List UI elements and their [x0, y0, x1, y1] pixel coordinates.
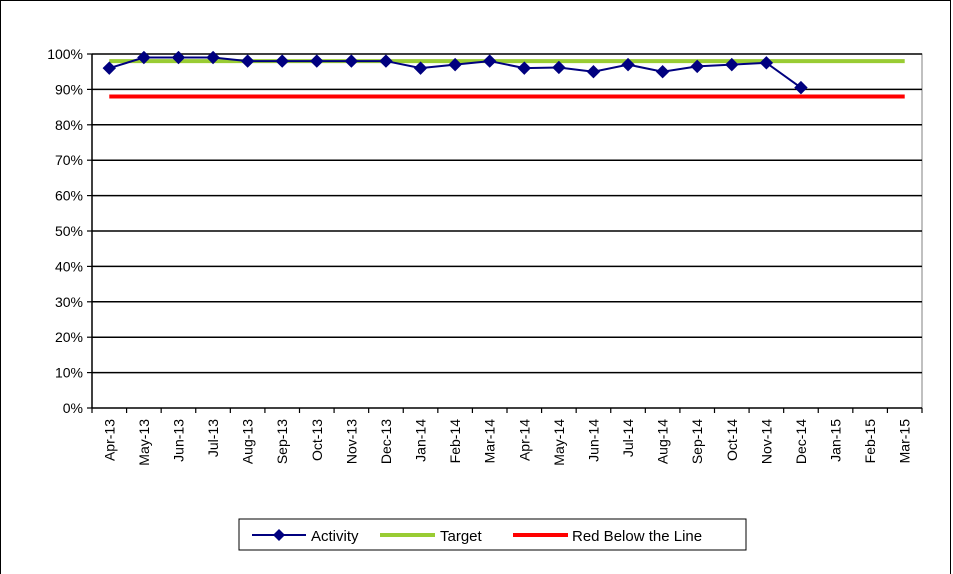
y-tick-label: 20% — [55, 329, 83, 345]
legend-item-activity: Activity — [252, 528, 359, 545]
data-point — [171, 50, 186, 65]
legend-marker — [273, 529, 285, 541]
x-tick-label: Nov-14 — [758, 419, 774, 464]
legend-label: Target — [440, 528, 483, 545]
x-tick-label: Aug-14 — [655, 419, 671, 464]
x-tick-label: Dec-14 — [793, 419, 809, 464]
legend: Activity Target Red Below the Line — [238, 518, 747, 551]
x-tick-label: May-14 — [551, 419, 567, 466]
y-tick-label: 90% — [55, 81, 83, 97]
data-point — [690, 59, 704, 74]
x-tick-label: May-13 — [136, 419, 152, 466]
x-tick-label: Apr-13 — [101, 419, 117, 461]
data-point — [310, 54, 324, 68]
x-tick-label: Mar-14 — [482, 419, 498, 464]
y-tick-label: 0% — [63, 400, 83, 416]
data-point — [725, 57, 739, 72]
x-tick-label: Feb-14 — [447, 419, 463, 464]
legend-label: Red Below the Line — [572, 528, 702, 545]
y-tick-label: 70% — [55, 152, 83, 168]
gridlines — [92, 53, 922, 374]
y-tick-label: 30% — [55, 294, 83, 310]
x-tick-label: Feb-15 — [862, 419, 878, 464]
x-tick-label: Apr-14 — [516, 419, 532, 461]
x-tick-label: Aug-13 — [240, 419, 256, 464]
y-tick-label: 50% — [55, 223, 83, 239]
data-point — [137, 50, 151, 65]
x-tick-label: Dec-13 — [378, 419, 394, 464]
data-point — [517, 61, 531, 75]
data-point — [655, 64, 670, 79]
x-tick-label: Oct-14 — [724, 419, 740, 461]
legend-item-target: Target — [380, 528, 483, 545]
axes — [87, 53, 923, 413]
data-point — [759, 56, 774, 70]
x-tick-label: Oct-13 — [309, 419, 325, 461]
data-point — [448, 57, 462, 72]
y-tick-label: 60% — [55, 188, 83, 204]
x-tick-label: Nov-13 — [343, 419, 359, 464]
legend-box — [238, 518, 747, 551]
x-tick-label: Jun-13 — [170, 419, 186, 462]
data-point — [275, 54, 289, 68]
data-point — [621, 57, 635, 72]
series-activity — [102, 50, 808, 95]
data-point — [102, 61, 116, 75]
data-point — [483, 54, 497, 68]
x-tick-label: Sep-14 — [689, 419, 705, 464]
y-axis-labels: 0% 10% 20% 30% 40% 50% 60% 70% 80% 90% 100% — [47, 46, 83, 416]
y-tick-label: 40% — [55, 258, 83, 274]
x-tick-label: Mar-15 — [897, 419, 913, 464]
y-tick-label: 80% — [55, 117, 83, 133]
data-point — [794, 80, 808, 95]
legend-item-red-below-the-line: Red Below the Line — [513, 528, 702, 545]
data-point — [413, 61, 428, 75]
series-layer — [102, 50, 905, 99]
x-tick-label: Jan-15 — [828, 419, 844, 462]
x-tick-label: Jul-14 — [620, 419, 636, 457]
x-tick-label: Jan-14 — [413, 419, 429, 462]
x-tick-label: Jul-13 — [205, 419, 221, 457]
x-tick-label: Sep-13 — [274, 419, 290, 464]
data-point — [379, 54, 393, 68]
data-point — [586, 64, 601, 79]
y-tick-label: 100% — [47, 46, 83, 62]
y-tick-label: 10% — [55, 365, 83, 381]
x-tick-label: Jun-14 — [585, 419, 601, 462]
data-point — [206, 50, 220, 65]
data-point — [240, 54, 255, 68]
data-point — [344, 54, 359, 68]
x-axis-labels: Apr-13 May-13 Jun-13 Jul-13 Aug-13 Sep-13 Oct-… — [101, 419, 912, 466]
data-point — [552, 60, 566, 75]
legend-label: Activity — [311, 528, 359, 545]
